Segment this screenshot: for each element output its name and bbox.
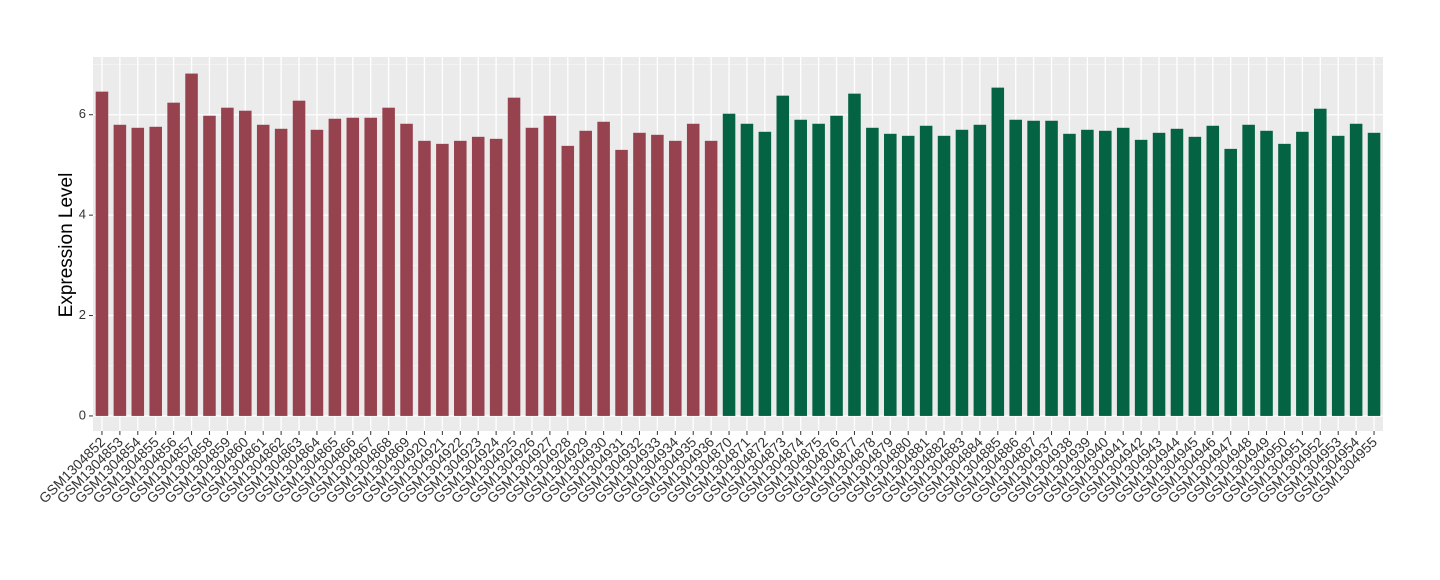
bar <box>292 100 306 416</box>
bar <box>418 140 431 416</box>
bar <box>328 118 342 416</box>
bar <box>113 124 127 416</box>
bar <box>185 73 198 416</box>
bar <box>489 138 503 416</box>
bar <box>579 130 592 416</box>
bar <box>830 115 843 416</box>
bar <box>758 131 772 416</box>
y-axis-label: Expression Level <box>56 173 77 318</box>
bar <box>597 121 610 416</box>
bar <box>669 140 682 416</box>
bar <box>256 124 270 416</box>
bar <box>1331 135 1345 416</box>
bar <box>973 124 987 416</box>
bar <box>239 110 252 416</box>
bar <box>884 133 897 416</box>
bar <box>382 107 395 416</box>
bar <box>454 140 467 416</box>
bar <box>221 107 234 416</box>
bar <box>1152 132 1166 416</box>
bar <box>740 123 754 416</box>
bar <box>919 125 933 416</box>
bar <box>651 134 664 416</box>
bar <box>901 135 915 416</box>
bar <box>507 97 521 416</box>
bar <box>364 117 377 416</box>
bar <box>1009 119 1022 416</box>
y-tick-label: 4 <box>79 207 86 222</box>
bar <box>1296 131 1309 416</box>
bar <box>615 149 628 416</box>
y-tick-label: 0 <box>79 407 86 422</box>
bar <box>310 129 324 416</box>
bar <box>633 132 646 416</box>
bar <box>346 117 360 416</box>
bar <box>1099 130 1112 416</box>
bar <box>95 91 109 416</box>
bar <box>471 136 485 416</box>
bar <box>991 87 1005 416</box>
bar <box>776 95 790 416</box>
bar <box>1260 130 1273 416</box>
bar <box>937 135 951 416</box>
bar <box>167 102 180 416</box>
bar <box>525 127 539 416</box>
bar <box>203 115 216 416</box>
bar <box>1027 120 1040 416</box>
bar <box>149 126 162 416</box>
bar <box>1045 120 1058 416</box>
bar <box>704 140 718 416</box>
bar <box>1206 125 1220 416</box>
bar <box>1188 136 1202 416</box>
bar <box>1242 124 1255 416</box>
bar <box>543 115 557 416</box>
bar <box>1314 108 1327 416</box>
bar <box>866 127 879 416</box>
bar <box>848 93 861 416</box>
bar <box>1170 128 1184 416</box>
bar <box>812 123 825 416</box>
bar <box>1349 123 1363 416</box>
bar <box>686 123 700 416</box>
plot-panel <box>93 57 1383 431</box>
bar <box>274 128 288 416</box>
bar <box>1224 148 1237 416</box>
bar <box>1367 132 1381 416</box>
bar <box>1116 127 1130 416</box>
bar <box>955 129 969 416</box>
y-tick-label: 2 <box>79 307 86 322</box>
bar <box>794 119 807 416</box>
bar <box>1081 129 1094 416</box>
bar <box>131 127 145 416</box>
bar <box>561 145 575 416</box>
bar <box>1063 133 1076 416</box>
y-tick-label: 6 <box>79 106 86 121</box>
bar <box>1134 139 1148 416</box>
bar <box>722 113 736 416</box>
bar <box>400 123 413 416</box>
bar <box>1278 143 1291 416</box>
bar <box>436 143 449 416</box>
